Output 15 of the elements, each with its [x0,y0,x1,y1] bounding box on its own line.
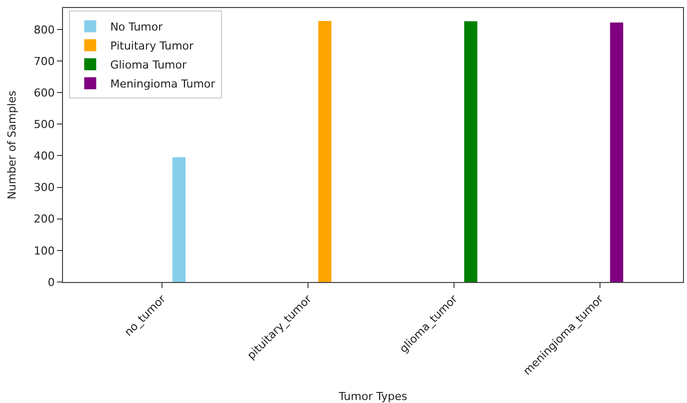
y-tick-label: 600 [34,86,55,100]
y-tick-label: 100 [34,244,55,258]
y-tick-label: 700 [34,54,55,68]
y-tick-label: 500 [34,118,55,132]
y-tick-label: 800 [34,23,55,36]
y-tick-label: 0 [48,276,55,289]
legend-label: No Tumor [110,20,164,34]
y-tick-label: 400 [34,150,55,163]
y-tick-label: 200 [34,212,55,226]
legend-label: Meningioma Tumor [110,78,216,91]
y-tick-label: 300 [34,181,55,194]
x-axis-title: Tumor Types [338,390,408,403]
legend-label: Pituitary Tumor [110,40,194,53]
legend-label: Glioma Tumor [110,58,187,72]
y-axis-title: Number of Samples [5,90,18,200]
